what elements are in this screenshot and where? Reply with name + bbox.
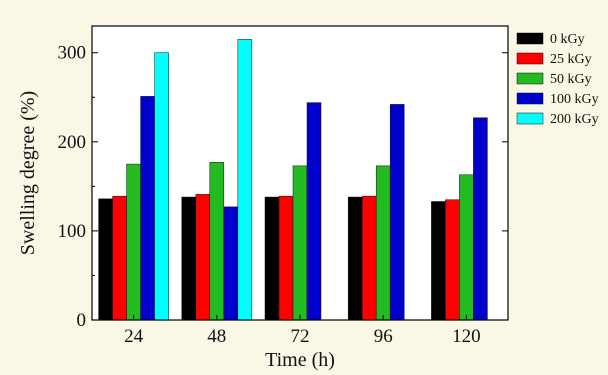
legend-swatch <box>516 92 544 105</box>
bar <box>154 52 169 321</box>
legend-swatch <box>516 52 544 65</box>
legend-label: 0 kGy <box>550 32 585 47</box>
y-tick-label: 300 <box>58 43 87 64</box>
bar <box>306 102 322 321</box>
bar <box>264 196 280 321</box>
bar <box>140 96 155 321</box>
x-tick-label: 72 <box>291 326 310 347</box>
bar <box>459 174 474 321</box>
x-tick-label: 96 <box>374 326 393 347</box>
legend-label: 50 kGy <box>550 72 592 87</box>
legend-swatch <box>516 112 544 125</box>
legend-label: 100 kGy <box>550 92 599 107</box>
bar <box>361 195 377 321</box>
bar <box>278 195 294 321</box>
x-tick-label: 24 <box>124 326 144 347</box>
bar <box>237 39 253 321</box>
bar <box>126 163 141 321</box>
bar <box>431 201 446 321</box>
bar <box>112 195 127 321</box>
bar <box>445 199 460 321</box>
legend-label: 25 kGy <box>550 52 592 67</box>
bar <box>209 162 225 321</box>
bar <box>181 196 197 321</box>
x-tick-label: 120 <box>452 326 481 347</box>
legend-label: 200 kGy <box>550 112 599 127</box>
bar <box>98 198 113 321</box>
y-tick-label: 0 <box>77 310 87 331</box>
bar <box>347 196 363 321</box>
y-axis-title: Swelling degree (%) <box>17 91 39 255</box>
bar <box>195 194 211 321</box>
bar <box>375 165 391 321</box>
bar <box>223 206 239 321</box>
bar <box>473 117 488 321</box>
legend-swatch <box>516 72 544 85</box>
legend-swatch <box>516 32 544 45</box>
bar <box>292 165 308 321</box>
x-tick-label: 48 <box>207 326 226 347</box>
x-axis-title: Time (h) <box>265 349 335 371</box>
y-tick-label: 200 <box>58 132 87 153</box>
bar <box>389 104 405 321</box>
y-tick-label: 100 <box>58 221 87 242</box>
